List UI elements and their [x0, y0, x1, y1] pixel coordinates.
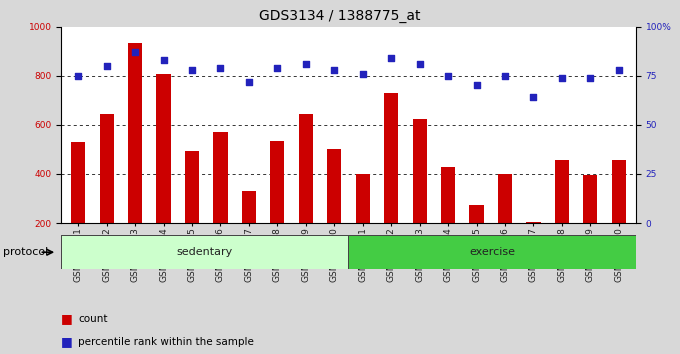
- Bar: [611, 160, 626, 272]
- Text: sedentary: sedentary: [177, 247, 233, 257]
- Point: [443, 73, 454, 79]
- Bar: [413, 119, 427, 272]
- Point: [73, 73, 84, 79]
- Bar: [156, 74, 171, 272]
- Point: [585, 75, 596, 80]
- Bar: [214, 132, 228, 272]
- Point: [471, 82, 482, 88]
- Bar: [356, 174, 370, 272]
- Point: [556, 75, 567, 80]
- Point: [528, 95, 539, 100]
- Bar: [185, 150, 199, 272]
- Point: [357, 71, 368, 76]
- Bar: [469, 205, 483, 272]
- Text: percentile rank within the sample: percentile rank within the sample: [78, 337, 254, 347]
- Point: [186, 67, 197, 73]
- Text: protocol: protocol: [3, 247, 49, 257]
- Bar: [498, 174, 512, 272]
- Point: [101, 63, 112, 69]
- Bar: [299, 114, 313, 272]
- Point: [130, 49, 141, 55]
- Point: [215, 65, 226, 71]
- Point: [329, 67, 340, 73]
- Text: ■: ■: [61, 335, 73, 348]
- Point: [243, 79, 254, 84]
- Bar: [441, 166, 455, 272]
- Bar: [242, 191, 256, 272]
- Bar: [99, 114, 114, 272]
- Point: [414, 61, 425, 67]
- Point: [272, 65, 283, 71]
- Bar: [327, 149, 341, 272]
- Bar: [71, 142, 86, 272]
- Point: [500, 73, 511, 79]
- Bar: [384, 93, 398, 272]
- Point: [613, 67, 624, 73]
- Bar: [128, 42, 142, 272]
- Text: GDS3134 / 1388775_at: GDS3134 / 1388775_at: [259, 9, 421, 23]
- Bar: [270, 141, 284, 272]
- Bar: [526, 222, 541, 272]
- Text: ■: ■: [61, 312, 73, 325]
- Point: [158, 57, 169, 63]
- Text: count: count: [78, 314, 107, 324]
- Point: [386, 55, 396, 61]
- FancyBboxPatch shape: [348, 235, 636, 269]
- Point: [301, 61, 311, 67]
- Text: exercise: exercise: [469, 247, 515, 257]
- FancyBboxPatch shape: [61, 235, 348, 269]
- Bar: [555, 160, 569, 272]
- Bar: [583, 175, 598, 272]
